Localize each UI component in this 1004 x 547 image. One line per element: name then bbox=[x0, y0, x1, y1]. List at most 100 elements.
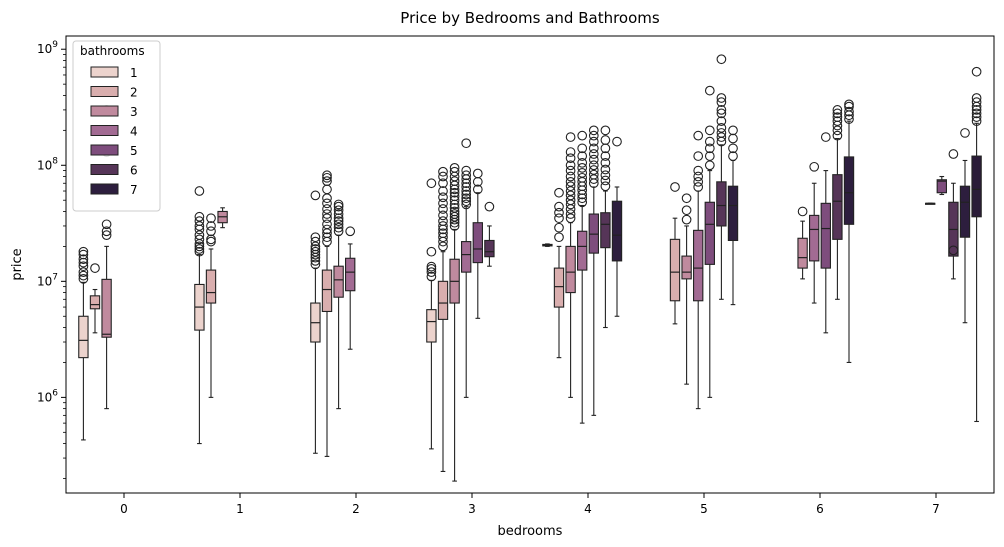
outlier-point bbox=[322, 172, 332, 183]
box-body bbox=[936, 179, 947, 194]
outlier-point bbox=[206, 213, 216, 224]
outlier-point bbox=[449, 195, 460, 206]
outlier-point bbox=[310, 241, 321, 252]
outlier-point bbox=[206, 226, 216, 237]
outlier-point bbox=[588, 160, 599, 171]
outlier-point bbox=[438, 210, 448, 221]
y-tick-label: 108 bbox=[37, 156, 58, 172]
y-tick-base: 10 bbox=[37, 158, 52, 172]
outlier-point bbox=[322, 193, 332, 204]
outlier-point bbox=[345, 226, 356, 237]
outlier-point bbox=[716, 116, 727, 127]
outlier-point bbox=[472, 184, 483, 195]
box-body bbox=[461, 241, 472, 273]
box-bedrooms-4-bathrooms-2 bbox=[553, 187, 565, 359]
outlier-point bbox=[588, 149, 599, 159]
y-tick-label: 109 bbox=[37, 40, 58, 56]
outlier-point bbox=[310, 244, 321, 254]
outlier-point bbox=[565, 165, 576, 176]
outlier-point bbox=[948, 245, 959, 256]
outlier-point bbox=[600, 157, 611, 168]
outlier-point bbox=[426, 264, 437, 274]
outlier-point bbox=[333, 209, 344, 219]
outlier-point bbox=[971, 105, 982, 115]
outlier-point bbox=[681, 205, 692, 216]
outlier-point bbox=[194, 230, 205, 240]
outlier-point bbox=[78, 254, 89, 265]
outlier-point bbox=[971, 108, 982, 119]
box-body bbox=[577, 230, 588, 271]
legend-label: 7 bbox=[130, 183, 138, 197]
outlier-point bbox=[565, 171, 576, 182]
outlier-point bbox=[820, 132, 831, 142]
outlier-point bbox=[449, 209, 460, 219]
box-body bbox=[437, 280, 449, 320]
outlier-point bbox=[832, 112, 843, 122]
legend-item-5: 5 bbox=[90, 144, 138, 158]
outlier-point bbox=[438, 186, 448, 196]
chart-title: Price by Bedrooms and Bathrooms bbox=[400, 9, 660, 27]
outlier-point bbox=[704, 160, 715, 171]
outlier-point bbox=[426, 178, 437, 189]
outlier-point bbox=[310, 246, 321, 257]
outlier-point bbox=[681, 214, 692, 225]
box-bedrooms-7-bathrooms-7 bbox=[959, 128, 971, 324]
box-body bbox=[333, 265, 344, 298]
outlier-point bbox=[565, 181, 576, 192]
box-bedrooms-7-bathrooms-5 bbox=[936, 175, 947, 196]
outlier-point bbox=[438, 166, 448, 177]
box-bedrooms-5-bathrooms-4 bbox=[693, 130, 704, 410]
outlier-point bbox=[577, 172, 588, 183]
outlier-point bbox=[438, 204, 448, 214]
outlier-point bbox=[78, 274, 89, 284]
outlier-point bbox=[588, 169, 599, 180]
outlier-point bbox=[449, 206, 460, 217]
legend-item-6: 6 bbox=[90, 164, 138, 178]
x-tick-label: 1 bbox=[236, 502, 244, 516]
outlier-point bbox=[194, 211, 205, 222]
outlier-point bbox=[797, 206, 808, 217]
outlier-point bbox=[681, 193, 692, 204]
box-body bbox=[78, 315, 89, 359]
outlier-point bbox=[565, 147, 576, 157]
outlier-point bbox=[600, 181, 611, 192]
outlier-point bbox=[693, 176, 704, 187]
outlier-point bbox=[426, 246, 437, 257]
y-tick-label: 107 bbox=[37, 272, 58, 288]
outlier-point bbox=[461, 193, 472, 204]
outlier-point bbox=[577, 193, 588, 204]
x-tick-label: 6 bbox=[816, 502, 824, 516]
outlier-point bbox=[565, 209, 576, 219]
outlier-point bbox=[438, 171, 448, 182]
outlier-point bbox=[333, 205, 344, 216]
legend-swatch bbox=[90, 164, 119, 175]
box-body bbox=[809, 214, 820, 262]
box-body bbox=[959, 185, 971, 238]
box-bedrooms-4-bathrooms-5 bbox=[588, 125, 599, 416]
x-axis: 0 1 2 3 4 5 6 7 bbox=[120, 493, 940, 516]
box-body bbox=[820, 202, 831, 269]
outlier-point bbox=[461, 182, 472, 192]
box-body bbox=[704, 201, 715, 265]
box-bedrooms-4-bathrooms-4 bbox=[577, 130, 588, 424]
box-bedrooms-5-bathrooms-3 bbox=[681, 193, 692, 385]
legend-label: 3 bbox=[130, 105, 138, 119]
box-bedrooms-2-bathrooms-3 bbox=[333, 199, 344, 410]
outlier-point bbox=[194, 241, 205, 252]
outlier-point bbox=[461, 196, 472, 207]
outlier-point bbox=[322, 198, 332, 209]
legend-swatch bbox=[90, 86, 119, 97]
outlier-point bbox=[716, 97, 727, 107]
box-bedrooms-3-bathrooms-2 bbox=[437, 166, 449, 473]
legend-label: 2 bbox=[130, 86, 138, 100]
outlier-point bbox=[960, 128, 970, 138]
outlier-point bbox=[90, 263, 100, 273]
legend-item-7: 7 bbox=[90, 183, 138, 197]
y-tick-base: 10 bbox=[37, 390, 52, 404]
outlier-point bbox=[194, 216, 205, 227]
outlier-point bbox=[716, 93, 727, 103]
outlier-point bbox=[948, 149, 959, 159]
outlier-point bbox=[78, 249, 89, 260]
box-body bbox=[205, 269, 217, 304]
outlier-point bbox=[577, 163, 588, 173]
